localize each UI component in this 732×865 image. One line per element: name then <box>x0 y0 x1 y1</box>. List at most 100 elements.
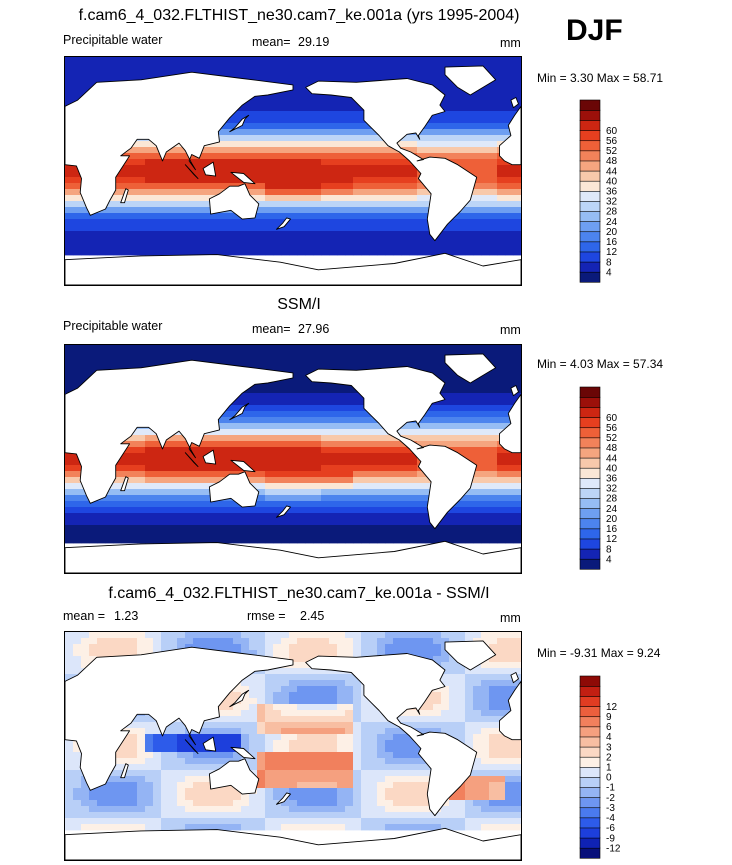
field-cell <box>377 351 386 358</box>
field-cell <box>473 159 482 166</box>
field-cell <box>457 243 466 250</box>
land-polygon <box>208 471 260 508</box>
colorbar-tick-label: 16 <box>606 237 618 248</box>
field-cell <box>265 243 274 250</box>
field-cell <box>169 189 178 196</box>
field-cell <box>345 459 354 466</box>
field-cell <box>313 195 322 202</box>
field-cell <box>417 63 426 70</box>
field-cell <box>257 201 266 208</box>
field-cell <box>473 93 482 100</box>
field-cell <box>353 153 362 160</box>
field-cell <box>361 513 370 520</box>
field-cell <box>185 57 194 64</box>
field-cell <box>345 638 354 645</box>
field-cell <box>153 632 162 639</box>
field-cell <box>353 57 362 64</box>
field-cell <box>201 225 210 232</box>
field-cell <box>265 686 274 693</box>
field-cell <box>441 531 450 538</box>
field-cell <box>137 465 146 472</box>
field-cell <box>401 171 410 178</box>
field-cell <box>289 686 298 693</box>
field-cell <box>265 165 274 172</box>
field-cell <box>329 513 338 520</box>
field-cell <box>297 123 306 130</box>
field-cell <box>369 177 378 184</box>
field-cell <box>153 531 162 538</box>
field-cell <box>369 638 378 645</box>
field-cell <box>489 501 498 508</box>
field-cell <box>353 441 362 448</box>
field-cell <box>225 537 234 544</box>
field-cell <box>113 207 122 214</box>
field-cell <box>297 417 306 424</box>
field-cell <box>313 519 322 526</box>
field-cell <box>121 351 130 358</box>
field-cell <box>321 393 330 400</box>
field-cell <box>297 686 306 693</box>
field-cell <box>233 405 242 412</box>
field-cell <box>209 147 218 154</box>
field-cell <box>281 441 290 448</box>
field-cell <box>281 117 290 124</box>
field-cell <box>105 638 114 645</box>
field-cell <box>65 207 74 214</box>
field-cell <box>265 159 274 166</box>
field-cell <box>177 357 186 364</box>
field-cell <box>297 213 306 220</box>
field-cell <box>297 189 306 196</box>
field-cell <box>313 501 322 508</box>
field-cell <box>393 441 402 448</box>
field-cell <box>169 225 178 232</box>
field-cell <box>145 740 154 747</box>
field-cell <box>209 63 218 70</box>
field-cell <box>113 177 122 184</box>
field-cell <box>417 435 426 442</box>
field-cell <box>393 171 402 178</box>
field-cell <box>497 75 506 82</box>
field-cell <box>457 237 466 244</box>
field-cell <box>377 195 386 202</box>
field-cell <box>305 728 314 735</box>
field-cell <box>441 519 450 526</box>
field-cell <box>329 417 338 424</box>
field-cell <box>409 69 418 76</box>
field-cell <box>305 423 314 430</box>
field-cell <box>297 459 306 466</box>
field-cell <box>329 644 338 651</box>
field-cell <box>433 363 442 370</box>
field-cell <box>329 459 338 466</box>
field-cell <box>129 435 138 442</box>
field-cell <box>257 644 266 651</box>
field-cell <box>313 680 322 687</box>
field-cell <box>457 686 466 693</box>
field-cell <box>473 207 482 214</box>
field-cell <box>481 525 490 532</box>
field-cell <box>73 75 82 82</box>
field-cell <box>489 117 498 124</box>
field-cell <box>137 519 146 526</box>
field-cell <box>497 345 506 352</box>
field-cell <box>97 501 106 508</box>
field-cell <box>409 429 418 436</box>
field-cell <box>265 201 274 208</box>
field-cell <box>401 183 410 190</box>
field-cell <box>225 734 234 741</box>
field-cell <box>353 632 362 639</box>
field-cell <box>473 141 482 148</box>
field-cell <box>513 638 521 645</box>
field-cell <box>137 507 146 514</box>
field-cell <box>449 111 458 118</box>
field-cell <box>505 417 514 424</box>
field-cell <box>241 441 250 448</box>
field-cell <box>441 417 450 424</box>
field-cell <box>457 722 466 729</box>
field-cell <box>433 716 442 723</box>
field-cell <box>81 213 90 220</box>
field-cell <box>337 459 346 466</box>
field-cell <box>353 171 362 178</box>
field-cell <box>369 513 378 520</box>
field-cell <box>489 447 498 454</box>
field-cell <box>225 345 234 352</box>
